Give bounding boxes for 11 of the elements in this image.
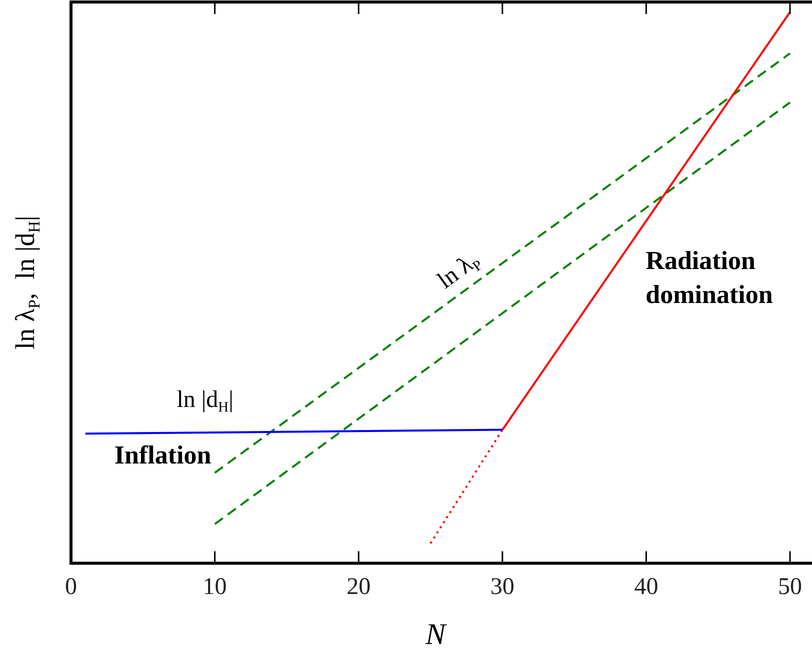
x-tick-label: 20 (346, 574, 371, 600)
x-tick-label: 0 (65, 574, 77, 600)
x-tick-label: 40 (634, 574, 658, 600)
annotation: Radiation domination (646, 246, 774, 310)
annotation: Inflation (114, 440, 212, 470)
annotation: ln λP (433, 251, 486, 294)
x-tick-label: 30 (490, 574, 514, 600)
x-tick-label: 10 (202, 574, 227, 600)
x-tick-label: 50 (778, 574, 802, 600)
x-axis-title: N (424, 618, 448, 651)
y-axis-title: ln λP, ln |dH| (10, 216, 44, 350)
